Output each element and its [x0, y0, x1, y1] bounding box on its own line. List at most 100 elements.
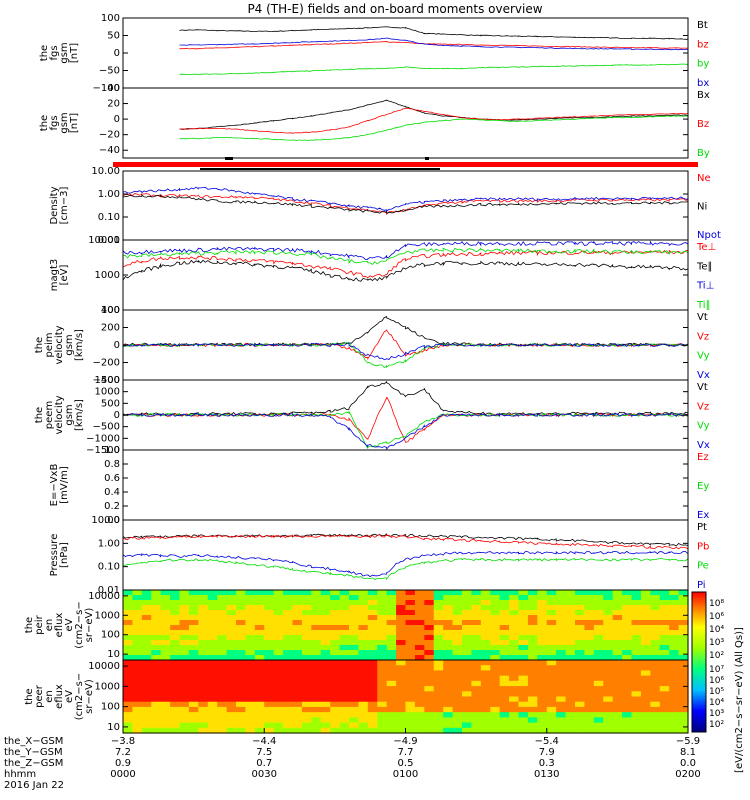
spectrogram-cell: [292, 655, 303, 661]
y-axis-label: the: [39, 45, 50, 61]
panel-frame: [122, 170, 689, 241]
spectrogram-cell: [527, 675, 538, 682]
y-tick-label: 10.00: [91, 166, 120, 177]
spectrogram-cell: [123, 600, 134, 606]
spectrogram-cell: [556, 605, 567, 611]
spectrogram-cell: [471, 600, 482, 606]
y-axis-label: [nPa]: [59, 542, 70, 568]
spectrogram-cell: [509, 600, 520, 606]
spectrogram-cell: [226, 605, 237, 611]
spectrogram-cell: [386, 706, 397, 713]
spectrogram-cell: [631, 665, 642, 672]
spectrogram-cell: [612, 722, 623, 729]
spectrogram-cell: [490, 727, 501, 734]
spectrogram-cell: [273, 701, 284, 708]
spectrogram-cell: [443, 650, 454, 656]
spectrogram-cell: [236, 680, 247, 687]
spectrogram-cell: [160, 675, 171, 682]
spectrogram-cell: [443, 630, 454, 636]
spectrogram-cell: [132, 610, 143, 616]
colorbar-gradient: [691, 591, 707, 733]
spectrogram-cell: [443, 712, 454, 718]
spectrogram-cell: [386, 655, 397, 661]
spectrogram-cell: [386, 727, 397, 734]
spectrogram-cell: [678, 615, 689, 621]
spectrogram-cell: [141, 655, 152, 661]
spectrogram-cell: [556, 595, 567, 601]
spectrogram-cell: [414, 650, 425, 656]
spectrogram-cell: [414, 640, 425, 646]
spectrogram-cell: [584, 717, 595, 724]
spectrogram-cell: [631, 650, 642, 656]
spectrogram-cell: [405, 722, 416, 729]
spectrogram-cell: [188, 605, 199, 611]
spectrogram-cell: [330, 670, 341, 677]
spectrogram-cell: [377, 600, 388, 606]
spectrogram-cell: [490, 706, 501, 713]
spectrogram-cell: [245, 650, 256, 656]
spectrogram-cell: [462, 696, 473, 703]
spectrogram-cell: [358, 640, 369, 646]
spectrogram-cell: [283, 712, 294, 718]
spectrogram-cell: [659, 675, 670, 682]
spectrogram-cell: [669, 645, 680, 651]
spectrogram-cell: [546, 686, 557, 692]
series-bx-line: [179, 99, 689, 130]
spectrogram-cell: [217, 635, 228, 641]
spectrogram-cell: [424, 701, 435, 708]
spectrogram-cell: [443, 605, 454, 611]
spectrogram-cell: [565, 595, 576, 601]
spectrogram-cell: [556, 675, 567, 682]
x-label-z-gsm: 0.9: [115, 758, 131, 769]
spectrogram-cell: [339, 605, 350, 611]
spectrogram-cell: [160, 691, 171, 698]
spectrogram-cell: [405, 610, 416, 616]
spectrogram-cell: [198, 717, 209, 724]
spectrogram-cell: [659, 696, 670, 703]
spectrogram-cell: [509, 640, 520, 646]
y-tick-label: 10000: [88, 661, 120, 672]
spectrogram-cell: [301, 660, 312, 666]
spectrogram-cell: [433, 665, 444, 672]
spectrogram-cell: [575, 680, 586, 687]
spectrogram-cell: [556, 722, 567, 729]
spectrogram-cell: [622, 706, 633, 713]
spectrogram-cell: [480, 696, 491, 703]
spectrogram-cell: [283, 696, 294, 703]
spectrogram-cell: [301, 686, 312, 692]
spectrogram-cell: [207, 691, 218, 698]
spectrogram-cell: [217, 717, 228, 724]
spectrogram-cell: [273, 645, 284, 651]
series-vz-line: [122, 396, 689, 443]
spectrogram-cell: [170, 660, 181, 666]
spectrogram-cell: [160, 640, 171, 646]
spectrogram-cell: [584, 630, 595, 636]
spectrogram-cell: [151, 680, 162, 687]
spectrogram-cell: [518, 655, 529, 661]
spectrogram-cell: [471, 590, 482, 596]
spectrogram-cell: [330, 600, 341, 606]
spectrogram-cell: [245, 701, 256, 708]
spectrogram-cell: [650, 722, 661, 729]
spectrogram-cell: [320, 610, 331, 616]
spectrogram-cell: [669, 670, 680, 677]
spectrogram-cell: [396, 620, 407, 626]
spectrogram-cell: [678, 686, 689, 692]
spectrogram-cell: [141, 706, 152, 713]
spectrogram-cell: [188, 590, 199, 596]
spectrogram-cell: [669, 590, 680, 596]
spectrogram-cell: [659, 670, 670, 677]
spectrogram-cell: [678, 640, 689, 646]
spectrogram-cell: [405, 630, 416, 636]
spectrogram-cell: [292, 680, 303, 687]
spectrogram-cell: [292, 610, 303, 616]
spectrogram-cell: [254, 680, 265, 687]
spectrogram-cell: [546, 680, 557, 687]
spectrogram-cell: [358, 645, 369, 651]
spectrogram-cell: [207, 660, 218, 666]
spectrogram-cell: [264, 680, 275, 687]
mode-bar-mark: [200, 168, 440, 170]
spectrogram-cell: [179, 722, 190, 729]
